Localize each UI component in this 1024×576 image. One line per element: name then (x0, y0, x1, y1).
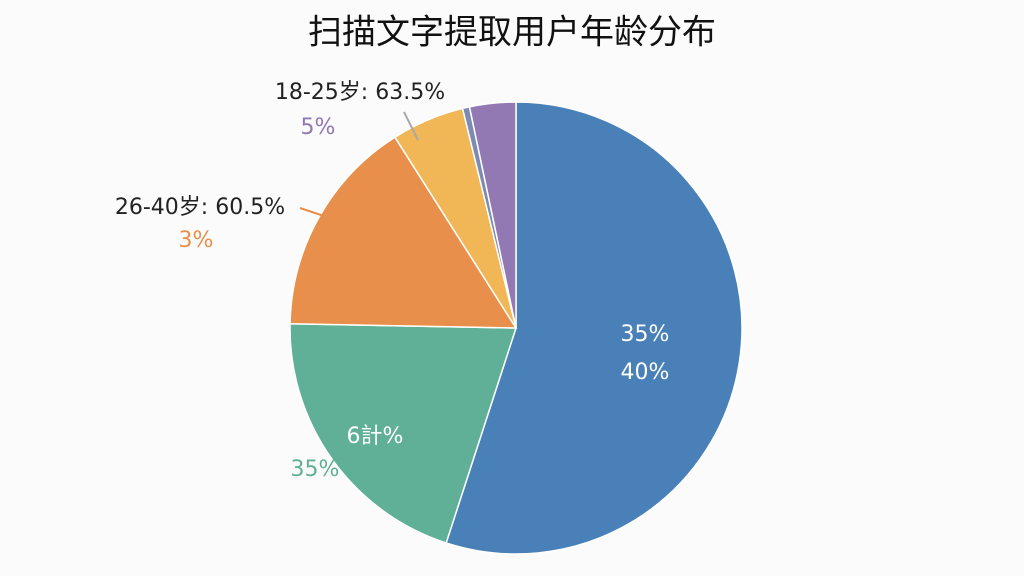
pie-slice (289, 322, 518, 544)
pie-slice (445, 101, 743, 555)
pie-slice (289, 136, 518, 329)
chart-title: 扫描文字提取用户年龄分布 (308, 13, 716, 53)
annotation: 18-25岁: 63.5% (275, 80, 445, 105)
annotation: 5% (301, 115, 336, 140)
annotation: 35% (291, 457, 340, 482)
pie-slice (468, 101, 517, 329)
leader-line (403, 111, 419, 141)
annotation: 26-40岁: 60.5% (115, 195, 285, 220)
annotation: 3% (179, 228, 214, 253)
annotation: 6計% (347, 424, 404, 449)
annotation: 35% (621, 322, 670, 347)
annotation: 40% (621, 360, 670, 385)
leader-line (299, 207, 331, 219)
